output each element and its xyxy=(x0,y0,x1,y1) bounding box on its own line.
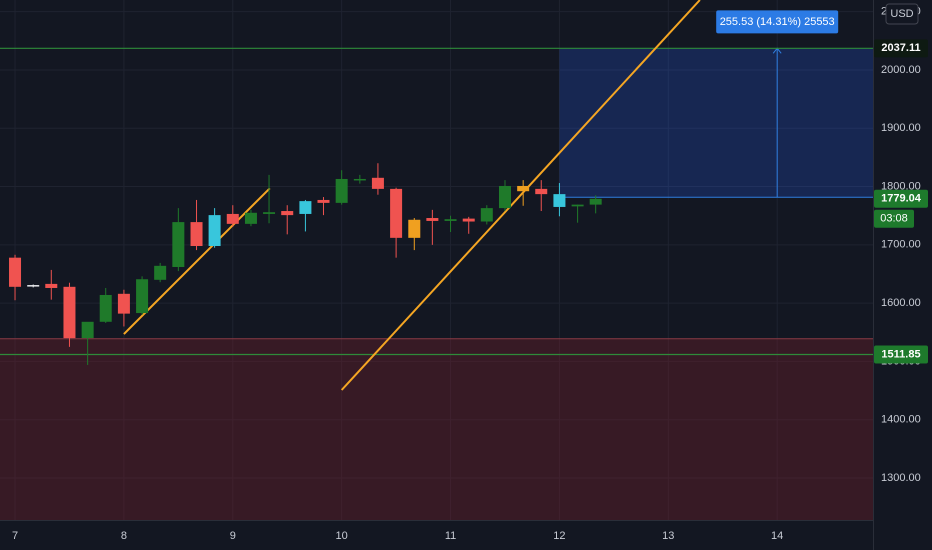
candle-body xyxy=(154,265,167,280)
y-tick-label: 1800.00 xyxy=(881,180,921,192)
plot xyxy=(0,0,873,520)
x-tick-label: 8 xyxy=(121,530,127,542)
y-tick-label: 2000.00 xyxy=(881,64,921,76)
y-tick-label: 1600.00 xyxy=(881,297,921,309)
candle-body xyxy=(27,285,40,287)
candle-body xyxy=(371,177,384,189)
candle-body xyxy=(172,222,185,267)
trend-line xyxy=(123,187,271,335)
candle-body xyxy=(190,222,203,247)
countdown: 03:08 xyxy=(880,213,908,225)
candle-body xyxy=(517,185,530,192)
last-price-tag-bg xyxy=(874,189,928,208)
candle-body xyxy=(553,194,566,207)
y-tick-label: 1900.00 xyxy=(881,122,921,134)
level-tag: 1511.85 xyxy=(881,348,920,360)
y-tick-label: 1400.00 xyxy=(881,414,921,426)
measure-label-bg xyxy=(716,10,839,34)
candle-body xyxy=(226,213,239,224)
candle-body xyxy=(117,293,130,314)
candle-body xyxy=(136,279,149,314)
candle-body xyxy=(408,219,421,238)
level-tag: 2037.11 xyxy=(881,42,920,54)
x-tick-label: 11 xyxy=(445,530,456,542)
candle-body xyxy=(444,219,457,221)
y-tick-label: 1300.00 xyxy=(881,472,921,484)
candle-body xyxy=(335,178,348,203)
candle-body xyxy=(263,212,276,214)
red-zone xyxy=(0,338,873,520)
candle-body xyxy=(9,257,22,287)
trend-line xyxy=(340,0,701,391)
candle-body xyxy=(208,215,221,247)
candle-body xyxy=(99,294,112,322)
candle-body xyxy=(63,286,76,339)
candle-body xyxy=(462,218,475,222)
level-tag-bg xyxy=(874,345,928,364)
candle-body xyxy=(353,178,366,181)
x-tick-label: 13 xyxy=(662,530,674,542)
last-price-tag: 1779.04 xyxy=(881,193,922,205)
level-tag-bg xyxy=(874,39,928,58)
candle-body xyxy=(244,212,257,224)
currency-bg xyxy=(885,3,919,25)
x-tick-label: 14 xyxy=(771,530,783,542)
candle-body xyxy=(589,198,602,205)
candle-body xyxy=(45,283,58,288)
candle-body xyxy=(535,188,548,195)
candle-body xyxy=(317,199,330,203)
measure-box xyxy=(559,48,873,198)
candle-body xyxy=(480,208,493,222)
x-tick-label: 7 xyxy=(12,530,18,542)
currency: USD xyxy=(890,8,913,20)
candle-body xyxy=(426,218,439,221)
candle-body xyxy=(498,185,511,209)
measure-label: 255.53 (14.31%) 25553 xyxy=(720,16,835,28)
y-tick-label: 1700.00 xyxy=(881,239,921,251)
candle-body xyxy=(571,204,584,207)
x-tick-label: 10 xyxy=(336,530,348,542)
candle-body xyxy=(281,211,294,216)
candle-body xyxy=(390,188,403,238)
candle-body xyxy=(299,201,312,214)
x-tick-label: 12 xyxy=(553,530,565,542)
countdown-bg xyxy=(874,209,914,228)
x-tick-label: 9 xyxy=(230,530,236,542)
candle-body xyxy=(81,321,94,339)
